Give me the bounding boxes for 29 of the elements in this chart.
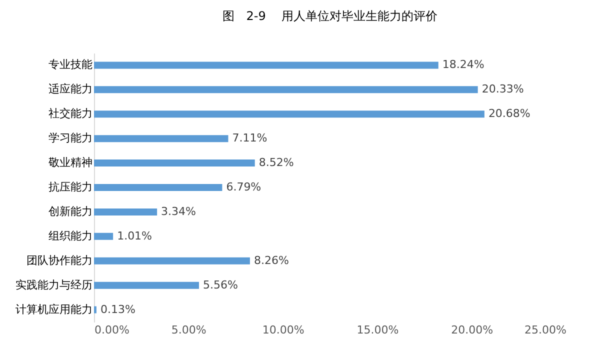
x-tick-label: 5.00% bbox=[171, 324, 206, 336]
y-tick-label: 学习能力 bbox=[48, 132, 92, 145]
y-tick-label: 敬业精神 bbox=[48, 156, 92, 170]
y-tick-label: 专业技能 bbox=[48, 58, 92, 72]
y-tick-label: 抗压能力 bbox=[48, 180, 92, 194]
data-label: 6.79% bbox=[226, 180, 262, 194]
x-tick-label: 15.00% bbox=[356, 324, 399, 336]
x-tick-label: 0.00% bbox=[94, 324, 130, 336]
data-label: 20.33% bbox=[482, 82, 524, 96]
x-tick-label: 25.00% bbox=[524, 324, 566, 336]
data-label: 20.68% bbox=[488, 107, 530, 120]
y-tick-label: 社交能力 bbox=[48, 107, 92, 120]
data-label: 8.52% bbox=[258, 156, 294, 170]
x-tick-label: 20.00% bbox=[451, 324, 494, 336]
data-label: 18.24% bbox=[442, 58, 484, 72]
data-label: 1.01% bbox=[117, 229, 152, 242]
chart-title: 图 2-9 用人单位对毕业生能力的评价 bbox=[222, 9, 438, 23]
y-tick-label: 实践能力与经历 bbox=[16, 278, 92, 292]
x-tick-label: 10.00% bbox=[262, 324, 304, 336]
data-label: 8.26% bbox=[254, 254, 289, 267]
y-tick-label: 团队协作能力 bbox=[26, 254, 92, 267]
y-tick-label: 创新能力 bbox=[48, 204, 92, 218]
y-tick-label: 组织能力 bbox=[48, 229, 92, 242]
data-label: 5.56% bbox=[202, 278, 238, 292]
data-label: 7.11% bbox=[232, 132, 268, 145]
y-tick-label: 计算机应用能力 bbox=[16, 302, 92, 316]
y-tick-label: 适应能力 bbox=[48, 82, 92, 96]
data-label: 3.34% bbox=[161, 204, 196, 218]
data-label: 0.13% bbox=[100, 302, 136, 316]
